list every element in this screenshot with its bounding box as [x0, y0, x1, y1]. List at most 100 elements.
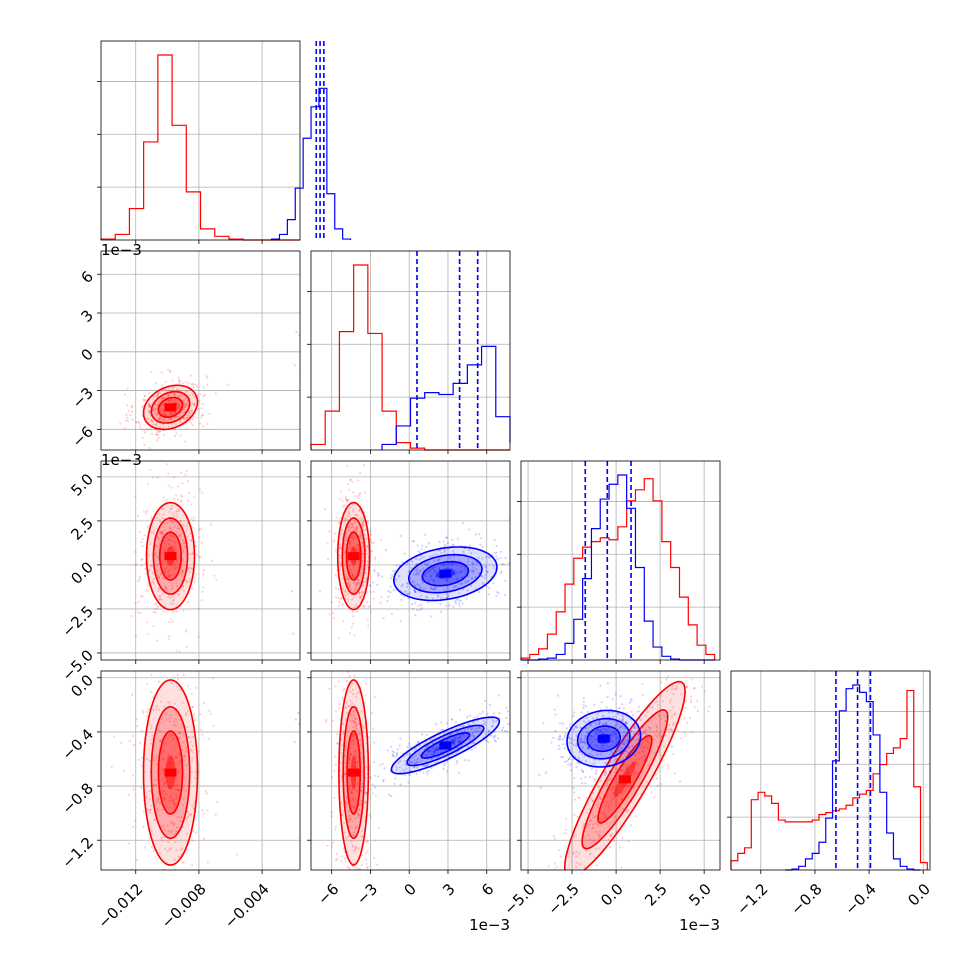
scatter-point — [346, 865, 349, 869]
scatter-point — [617, 712, 620, 715]
scatter-point — [641, 741, 644, 744]
scatter-point — [643, 738, 646, 741]
scatter-point — [162, 836, 165, 839]
scatter-point — [198, 422, 202, 425]
scatter-point — [662, 759, 665, 762]
scatter-point — [173, 832, 176, 836]
scatter-point — [555, 866, 559, 869]
scatter-point — [164, 776, 167, 779]
scatter-point — [196, 385, 199, 388]
scatter-point — [358, 493, 361, 496]
density-peak-blue — [439, 569, 452, 578]
scatter-point — [438, 557, 441, 561]
scatter-point — [163, 705, 166, 708]
scatter-point — [334, 685, 337, 688]
scatter-point — [155, 802, 158, 805]
scatter-point — [146, 417, 149, 420]
scatter-point — [449, 556, 452, 559]
scatter-point — [170, 486, 173, 489]
scatter-point — [360, 533, 363, 536]
scatter-point — [660, 717, 663, 721]
scatter-point — [179, 688, 182, 691]
scatter-point — [178, 593, 181, 597]
scatter-point — [163, 797, 166, 800]
scatter-point — [484, 573, 487, 576]
scatter-point — [455, 762, 458, 765]
scatter-point — [167, 418, 171, 421]
scatter-point — [349, 818, 352, 821]
scatter-point — [413, 762, 416, 766]
scatter-point — [609, 788, 613, 791]
scatter-point — [154, 423, 158, 427]
scatter-point — [168, 799, 171, 802]
scatter-point — [459, 735, 462, 739]
scatter-point — [206, 422, 209, 425]
scatter-point — [349, 478, 352, 481]
scatter-point — [169, 596, 172, 600]
scatter-point — [169, 561, 172, 564]
scatter-point — [676, 729, 679, 732]
scatter-point — [353, 817, 356, 820]
scatter-point — [440, 596, 443, 600]
scatter-point — [357, 497, 360, 500]
scatter-point — [673, 712, 677, 715]
scatter-point — [357, 494, 360, 497]
scatter-point — [150, 804, 153, 807]
scatter-point — [202, 569, 206, 572]
scatter-point — [633, 776, 636, 779]
scatter-point — [479, 729, 482, 732]
scatter-point — [191, 730, 194, 733]
scatter-point — [626, 796, 630, 799]
scatter-point — [341, 696, 344, 699]
scatter-point — [143, 443, 146, 446]
scatter-point — [357, 581, 360, 584]
scatter-point — [685, 685, 689, 688]
scatter-point — [359, 739, 362, 742]
scatter-point — [161, 397, 164, 400]
scatter-point — [126, 416, 129, 419]
scatter-point — [338, 707, 341, 710]
scatter-point — [424, 574, 427, 578]
scatter-point — [340, 597, 343, 600]
scatter-point — [670, 715, 673, 718]
scatter-point — [554, 713, 557, 716]
scatter-point — [473, 716, 476, 719]
scatter-point — [174, 541, 177, 544]
scatter-point — [489, 734, 493, 737]
scatter-point — [349, 791, 352, 794]
scatter-point — [186, 427, 189, 431]
scatter-point — [354, 717, 357, 720]
scatter-point — [605, 816, 608, 819]
scatter-point — [599, 742, 602, 745]
scatter-point — [339, 565, 342, 568]
scatter-point — [353, 750, 357, 753]
scatter-point — [153, 407, 156, 410]
scatter-point — [171, 504, 174, 507]
scatter-point — [361, 604, 364, 607]
scatter-point — [177, 405, 180, 408]
scatter-point — [352, 688, 355, 691]
scatter-point — [445, 536, 448, 539]
scatter-point — [187, 735, 190, 739]
scatter-point — [366, 544, 369, 548]
scatter-point — [138, 575, 141, 578]
scatter-point — [421, 581, 424, 584]
scatter-point — [162, 757, 165, 761]
scatter-point — [139, 612, 142, 615]
scatter-point — [351, 820, 354, 823]
scatter-point — [422, 771, 425, 775]
grid-3-0 — [101, 671, 300, 870]
scatter-point — [675, 687, 679, 690]
scatter-point — [446, 586, 449, 589]
scatter-point — [345, 802, 348, 805]
scatter-point — [420, 557, 423, 560]
scatter-point — [349, 789, 352, 792]
scatter-point — [172, 802, 175, 805]
scatter-point — [147, 632, 150, 635]
scatter-point — [433, 750, 436, 753]
scatter-point — [203, 837, 206, 840]
scatter-point — [178, 731, 181, 735]
scatter-point — [433, 748, 436, 751]
scatter-point — [356, 543, 360, 547]
scatter-point — [177, 510, 180, 513]
